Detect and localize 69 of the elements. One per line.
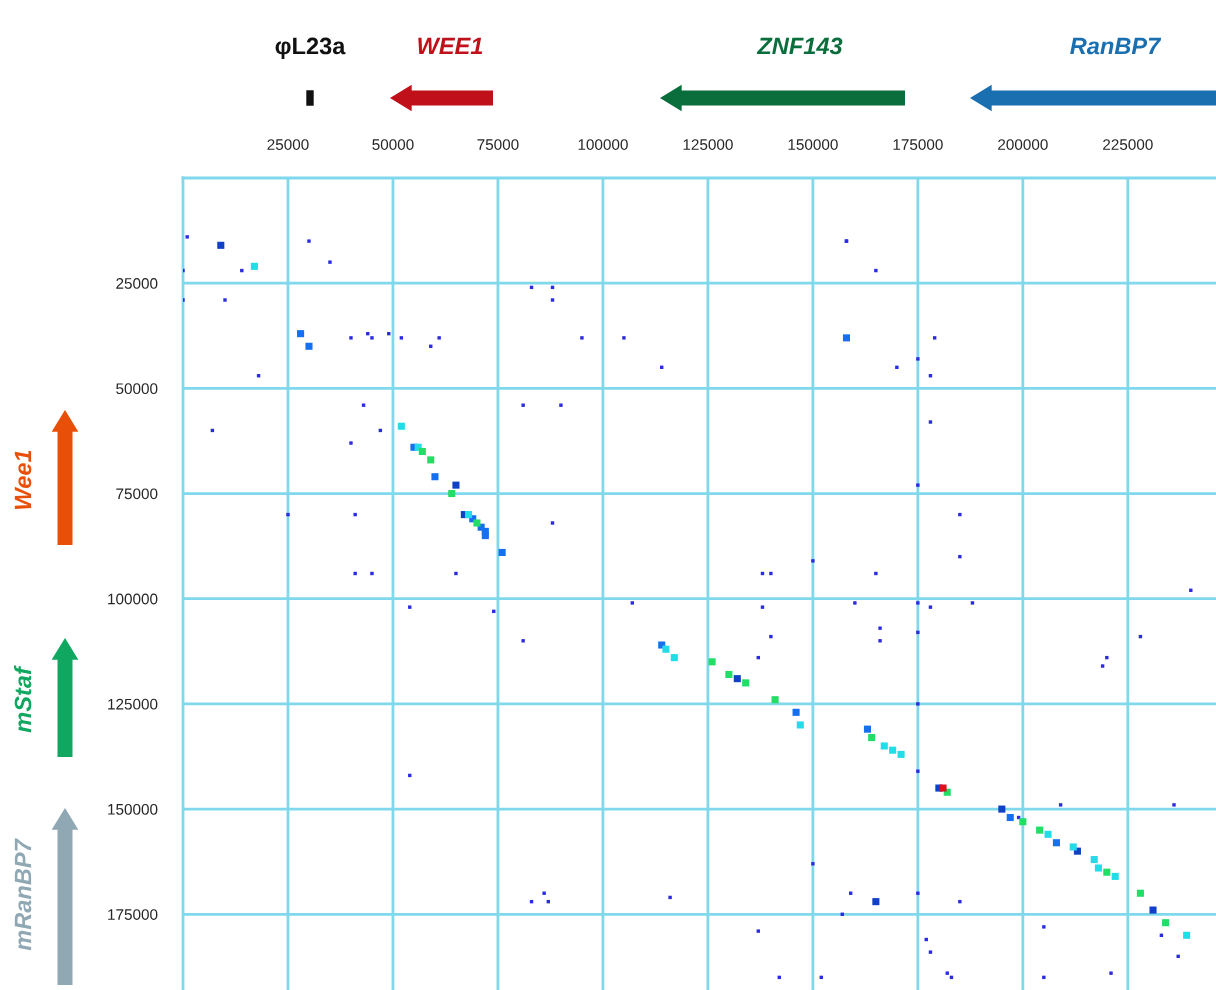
point: [939, 784, 947, 792]
x-tick-label: 50000: [372, 139, 414, 150]
point: [1103, 868, 1111, 876]
point: [217, 241, 225, 249]
y-tick-label: 175000: [108, 909, 158, 920]
point: [897, 750, 905, 758]
text: ZNF143: [756, 37, 843, 55]
point: [1019, 818, 1027, 826]
point: [250, 262, 258, 270]
y-tick-label: 25000: [116, 278, 158, 289]
point: [473, 519, 481, 527]
point: [863, 725, 872, 733]
point: [889, 746, 897, 754]
point: [670, 654, 678, 662]
point: [1162, 919, 1170, 927]
x-tick-label: 125000: [683, 139, 733, 150]
point: [662, 645, 670, 653]
x-tick-label: 225000: [1103, 139, 1153, 150]
point: [498, 548, 506, 556]
y-tick-label: 125000: [108, 698, 158, 710]
y-tick-label: 100000: [108, 593, 158, 605]
point: [771, 696, 779, 704]
text: WEE1: [418, 37, 483, 55]
point: [1136, 889, 1144, 897]
point: [1006, 813, 1014, 822]
point: [397, 422, 405, 430]
point: [708, 658, 716, 666]
point: [796, 721, 804, 729]
point: [431, 473, 439, 481]
point: [998, 805, 1006, 813]
y-tick-label: 50000: [116, 383, 158, 395]
text: RanBP7: [1070, 37, 1162, 55]
y-tick-label: 150000: [108, 803, 158, 815]
text: mRanBP7: [14, 838, 32, 951]
y-tick-label: 75000: [116, 488, 158, 500]
x-tick-label: 150000: [788, 139, 838, 150]
point: [733, 675, 741, 683]
point: [448, 490, 456, 498]
point: [1036, 826, 1044, 834]
point: [297, 330, 305, 338]
point: [1111, 872, 1119, 880]
point: [1094, 864, 1102, 872]
text: mStaf: [14, 665, 32, 733]
point: [725, 670, 733, 678]
point: [427, 456, 435, 464]
point: [872, 898, 880, 906]
x-tick-label: 200000: [998, 139, 1048, 150]
point: [1069, 843, 1077, 851]
point: [465, 511, 473, 519]
point: [1044, 830, 1052, 838]
x-tick-label: 175000: [893, 139, 943, 150]
x-tick-label: 75000: [477, 139, 519, 150]
point: [452, 481, 460, 489]
point: [842, 334, 851, 342]
point: [1183, 931, 1191, 939]
point: [868, 734, 876, 742]
x-tick-label: 100000: [578, 139, 628, 150]
text: Wee1: [14, 450, 32, 509]
text: φL23a: [275, 37, 346, 60]
x-tick-label: 25000: [267, 139, 309, 150]
point: [305, 342, 313, 350]
point: [418, 447, 426, 456]
point: [1052, 839, 1060, 847]
point: [1090, 856, 1098, 864]
point: [481, 532, 489, 540]
point: [792, 708, 800, 716]
point: [1149, 906, 1157, 914]
point: [742, 679, 750, 687]
point: [880, 742, 888, 750]
